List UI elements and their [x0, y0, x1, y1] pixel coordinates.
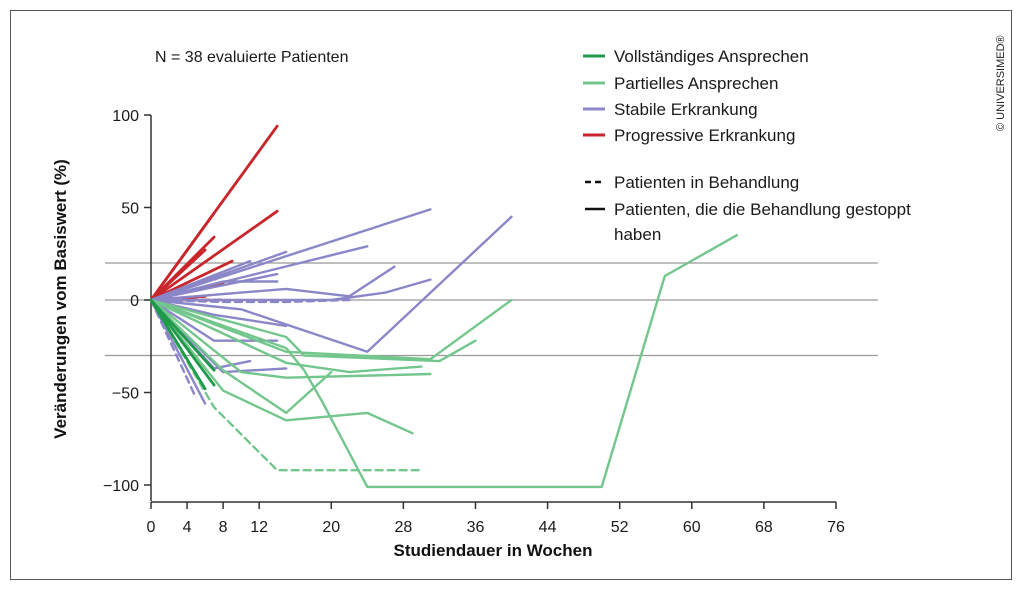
legend-label-progressive: Progressive Erkrankung: [614, 126, 795, 145]
series-line-complete-response: [149, 298, 216, 387]
series-line-partial-response: [149, 233, 739, 489]
legend-label-complete: Vollständiges Ansprechen: [614, 47, 809, 66]
y-tick-label: 0: [130, 293, 139, 310]
patient-count-note: N = 38 evaluierte Patienten: [155, 49, 348, 66]
series-line-partial-response: [149, 298, 423, 374]
y-tick-label: −100: [103, 478, 139, 495]
series-line-stable-disease-dashed: [149, 298, 351, 304]
x-tick-label: 4: [183, 519, 192, 536]
x-tick-label: 44: [539, 519, 557, 536]
legend-label-solid-2: haben: [614, 225, 661, 244]
x-tick-label: 68: [755, 519, 773, 536]
series-line-stable-disease: [149, 259, 252, 302]
axes: 100 50 0 −50 −100 0 4 8 12 20 28 36 44 52 60 68 76: [103, 108, 845, 536]
series-line-complete-response: [149, 298, 216, 372]
x-tick-label: 12: [250, 519, 268, 536]
series-line-progressive-disease: [149, 211, 216, 302]
x-tick-label: 60: [683, 519, 701, 536]
chart-frame: [10, 10, 1012, 580]
y-tick-label: 100: [112, 108, 139, 125]
copyright-label: © UNIVERSIMED®: [995, 35, 1007, 131]
series-line-partial-response: [149, 298, 333, 415]
x-tick-label: 76: [827, 519, 845, 536]
series-line-stable-disease: [149, 265, 396, 302]
series-line-partial-response: [149, 298, 477, 363]
series-line-partial-response: [149, 298, 414, 435]
x-tick-label: 20: [322, 519, 340, 536]
y-tick-label: 50: [121, 201, 139, 218]
x-tick-label: 36: [467, 519, 485, 536]
series-line-stable-disease: [149, 278, 432, 302]
series-layer: [149, 124, 739, 489]
series-line-stable-disease: [149, 280, 279, 302]
legend-label-solid-1: Patienten, die die Behandlung gestoppt: [614, 200, 911, 219]
series-line-partial-response: [149, 298, 432, 379]
x-axis-title: Studiendauer in Wochen: [394, 541, 593, 560]
series-line-stable-disease-dashed: [149, 298, 198, 400]
y-axis-title: Veränderungen vom Basiswert (%): [51, 159, 70, 439]
series-line-stable-disease: [149, 215, 513, 353]
series-line-partial-response: [149, 298, 513, 361]
x-tick-label: 0: [147, 519, 156, 536]
series-line-progressive-disease: [149, 248, 207, 302]
x-tick-label: 8: [219, 519, 228, 536]
y-tick-label: −50: [112, 386, 139, 403]
legend-label-partial: Partielles Ansprechen: [614, 74, 778, 93]
series-line-complete-response: [149, 298, 207, 391]
legend-label-stable: Stabile Erkrankung: [614, 100, 758, 119]
x-tick-label: 52: [611, 519, 629, 536]
x-tick-label: 28: [394, 519, 412, 536]
series-line-progressive-disease: [149, 209, 279, 302]
legend: Vollständiges Ansprechen Partielles Ansp…: [583, 47, 911, 244]
legend-label-dashed: Patienten in Behandlung: [614, 173, 799, 192]
series-line-stable-disease: [149, 208, 432, 302]
